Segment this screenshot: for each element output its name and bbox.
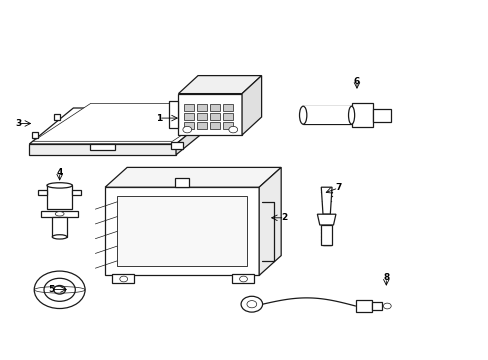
Bar (223, 104, 232, 111)
Polygon shape (72, 189, 81, 195)
Polygon shape (54, 114, 60, 120)
Polygon shape (178, 76, 261, 94)
Polygon shape (112, 274, 134, 283)
Polygon shape (105, 187, 259, 275)
Ellipse shape (47, 183, 72, 188)
Polygon shape (47, 185, 72, 209)
Circle shape (383, 303, 390, 309)
Polygon shape (321, 187, 331, 214)
Ellipse shape (299, 106, 306, 124)
Polygon shape (29, 108, 220, 144)
Circle shape (246, 301, 256, 308)
Circle shape (241, 296, 262, 312)
Bar (184, 122, 194, 129)
Polygon shape (373, 109, 390, 122)
Bar (184, 113, 194, 120)
Circle shape (120, 276, 127, 282)
Text: 7: 7 (334, 184, 341, 192)
Polygon shape (232, 274, 254, 283)
Circle shape (54, 285, 65, 294)
Bar (197, 104, 207, 111)
Circle shape (239, 276, 247, 282)
Circle shape (228, 126, 237, 133)
Polygon shape (168, 101, 178, 128)
Bar (303, 106, 351, 124)
Text: 3: 3 (16, 119, 21, 128)
Bar (223, 113, 232, 120)
Polygon shape (29, 144, 176, 155)
Polygon shape (259, 167, 281, 275)
Polygon shape (317, 214, 335, 225)
Polygon shape (90, 144, 115, 150)
Polygon shape (321, 225, 331, 245)
Polygon shape (351, 103, 373, 127)
Polygon shape (105, 167, 281, 187)
Bar (210, 104, 220, 111)
Text: 8: 8 (383, 274, 388, 282)
Polygon shape (33, 103, 230, 141)
Text: 1: 1 (156, 113, 162, 122)
Text: 2: 2 (281, 213, 287, 222)
Polygon shape (171, 142, 183, 149)
Bar (197, 113, 207, 120)
Polygon shape (41, 211, 78, 217)
Ellipse shape (348, 106, 354, 124)
Circle shape (183, 126, 191, 133)
Bar (210, 122, 220, 129)
Circle shape (44, 278, 75, 301)
Ellipse shape (55, 212, 64, 216)
Bar (184, 104, 194, 111)
Polygon shape (175, 178, 189, 187)
Polygon shape (242, 76, 261, 135)
Bar (210, 113, 220, 120)
Polygon shape (31, 132, 38, 138)
Bar (223, 122, 232, 129)
Text: 5: 5 (48, 285, 54, 294)
Polygon shape (52, 217, 67, 237)
Ellipse shape (52, 235, 67, 239)
Polygon shape (176, 108, 220, 155)
Polygon shape (371, 302, 382, 310)
Polygon shape (355, 300, 371, 312)
Bar (197, 122, 207, 129)
Text: 6: 6 (353, 77, 359, 85)
Polygon shape (117, 196, 246, 266)
Polygon shape (178, 94, 242, 135)
Polygon shape (38, 189, 47, 195)
Text: 4: 4 (56, 167, 63, 176)
Circle shape (34, 271, 85, 309)
